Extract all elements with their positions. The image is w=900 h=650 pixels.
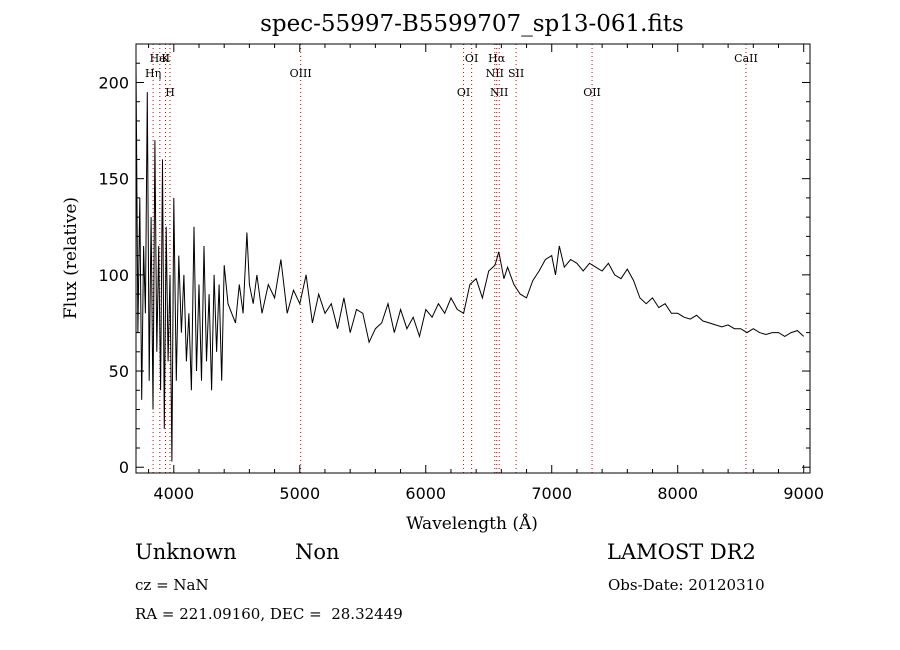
x-tick-label: 8000 [657, 484, 698, 503]
emission-line-label: K [161, 52, 170, 65]
emission-line-label: HeI [150, 52, 170, 65]
emission-line-label: CaII [734, 52, 758, 65]
emission-line-label: Hα [488, 52, 506, 65]
y-tick-label: 0 [119, 458, 129, 477]
y-tick-label: 150 [98, 170, 129, 189]
redshift-label: cz = NaN [135, 576, 209, 594]
spectrum-line [135, 63, 805, 462]
x-tick-label: 6000 [405, 484, 446, 503]
x-tick-label: 5000 [279, 484, 320, 503]
emission-line-label: NII [490, 86, 508, 99]
y-tick-label: 200 [98, 73, 129, 92]
object-class-label: Unknown [135, 540, 237, 564]
emission-line-label: OIII [290, 67, 312, 80]
y-tick-label: 100 [98, 266, 129, 285]
axis-ticks: 4000 5000 6000 7000 8000 9000 0 50 100 150 200 [98, 44, 824, 503]
emission-line-label: SII [508, 67, 524, 80]
obs-date-label: Obs-Date: 20120310 [608, 576, 765, 594]
x-tick-label: 4000 [153, 484, 194, 503]
y-axis-label: Flux (relative) [61, 197, 81, 319]
plot-frame [135, 43, 811, 474]
y-tick-label: 50 [109, 362, 129, 381]
coordinates-label: RA = 221.09160, DEC = 28.32449 [135, 605, 403, 623]
emission-line-label: H [165, 86, 175, 99]
chart-title: spec-55997-B5599707_sp13-061.fits [260, 11, 684, 37]
survey-label: LAMOST DR2 [607, 540, 756, 564]
emission-line-label: OII [583, 86, 601, 99]
x-tick-label: 9000 [783, 484, 824, 503]
object-subclass-label: Non [295, 540, 340, 564]
emission-line-label: Hη [145, 67, 161, 80]
emission-line-label: OI [465, 52, 478, 65]
x-tick-label: 7000 [531, 484, 572, 503]
x-axis-label: Wavelength (Å) [406, 513, 538, 534]
spectrum-series [135, 63, 805, 462]
emission-line-label: OI [457, 86, 470, 99]
emission-line-label: NII [486, 67, 504, 80]
